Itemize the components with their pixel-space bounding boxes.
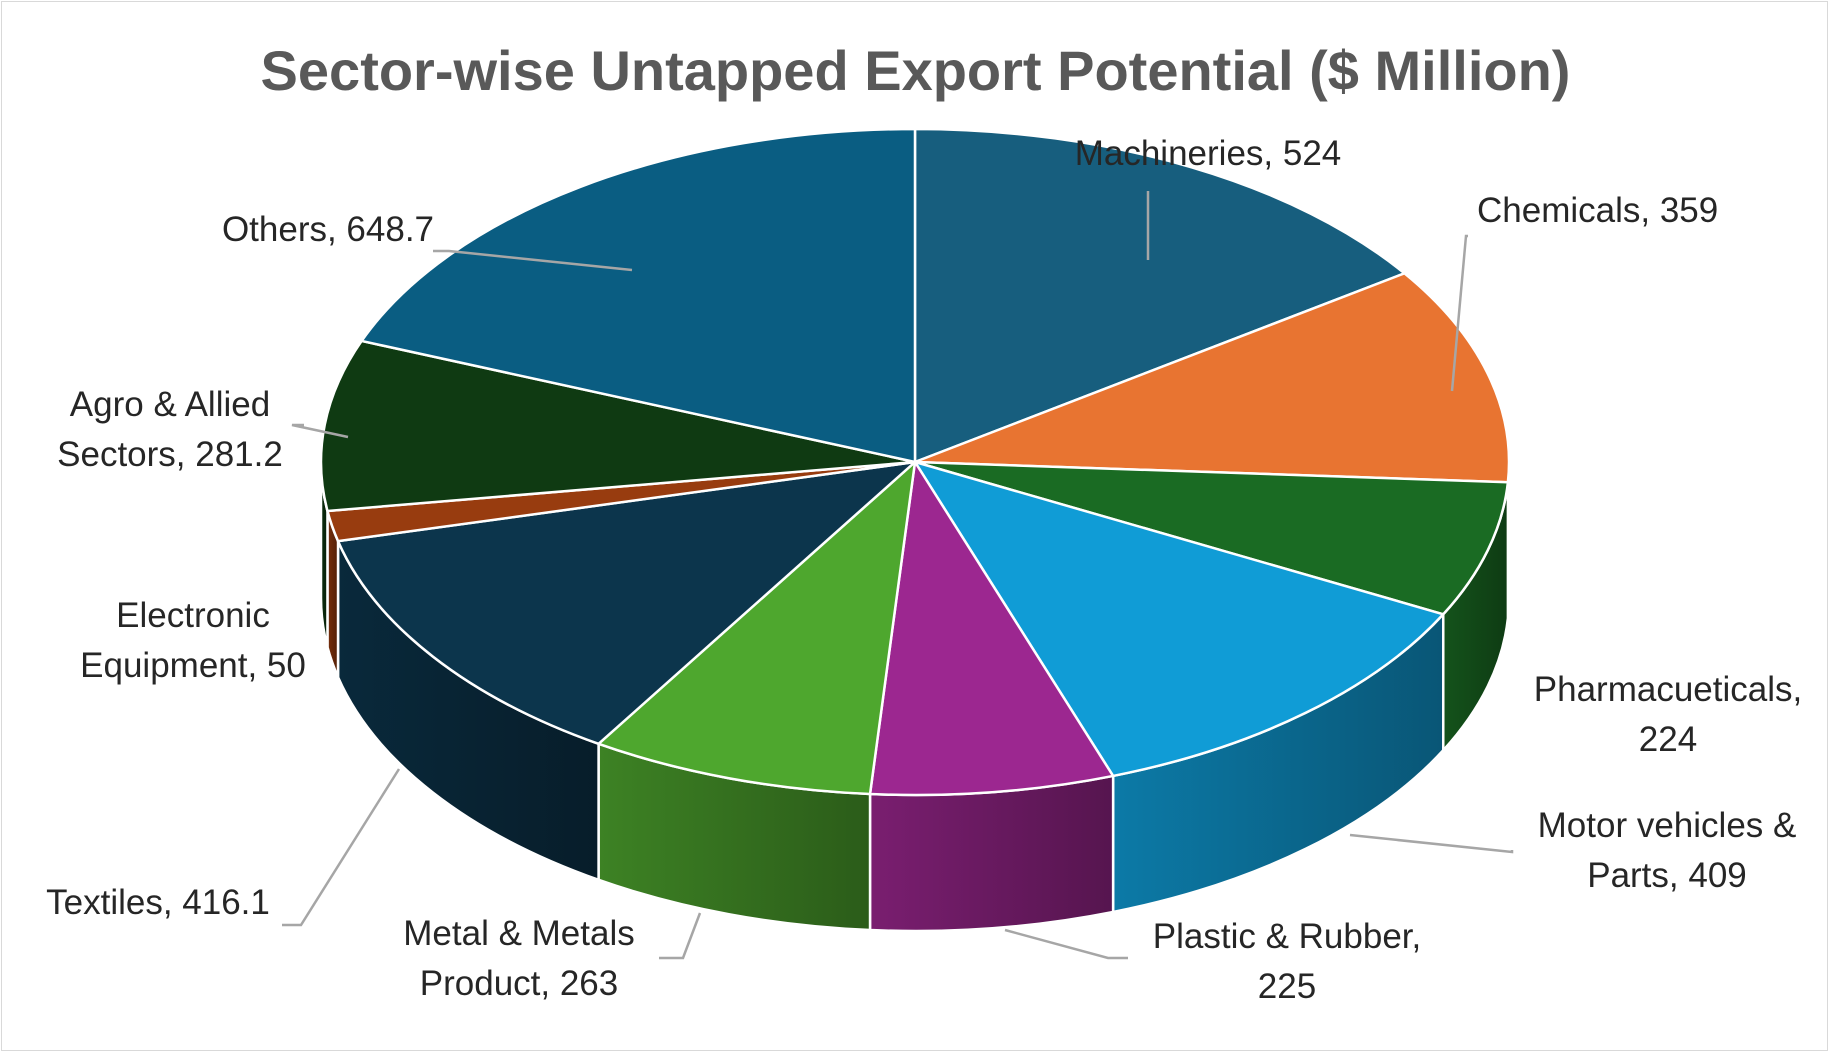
leader-line-4 bbox=[1004, 928, 1128, 960]
pie-side-4 bbox=[868, 774, 1115, 933]
leader-line-9 bbox=[433, 249, 633, 272]
data-label-2: Pharmacueticals, 224 bbox=[1534, 670, 1802, 759]
data-label-1: Chemicals, 359 bbox=[1477, 191, 1718, 230]
leader-line-1 bbox=[1450, 234, 1468, 392]
data-label-5: Metal & Metals Product, 263 bbox=[403, 914, 634, 1003]
data-label-6: Textiles, 416.1 bbox=[46, 883, 270, 922]
data-label-0: Machineries, 524 bbox=[1075, 134, 1342, 173]
data-label-3: Motor vehicles & Parts, 409 bbox=[1538, 806, 1797, 895]
leader-line-6 bbox=[282, 768, 401, 927]
pie-slice-2[interactable] bbox=[913, 460, 1510, 616]
leader-line-8 bbox=[291, 423, 349, 439]
pie-slice-9[interactable] bbox=[360, 127, 917, 464]
chart-title: Sector-wise Untapped Export Potential ($… bbox=[260, 39, 1571, 102]
pie-slice-8[interactable] bbox=[319, 339, 917, 513]
pie-slice-6[interactable] bbox=[336, 460, 917, 746]
pie-slice-0[interactable] bbox=[913, 127, 1406, 464]
pie-slice-5[interactable] bbox=[597, 460, 917, 796]
pie-slice-4[interactable] bbox=[868, 460, 1115, 797]
data-label-4: Plastic & Rubber, 225 bbox=[1153, 917, 1421, 1006]
leader-line-5 bbox=[659, 912, 702, 960]
data-label-8: Agro & Allied Sectors, 281.2 bbox=[57, 385, 283, 474]
pie-slice-3[interactable] bbox=[913, 460, 1445, 778]
data-label-9: Others, 648.7 bbox=[222, 210, 434, 249]
leader-line-3 bbox=[1349, 833, 1514, 854]
data-label-7: Electronic Equipment, 50 bbox=[80, 596, 306, 685]
pie-slice-1[interactable] bbox=[913, 272, 1511, 484]
